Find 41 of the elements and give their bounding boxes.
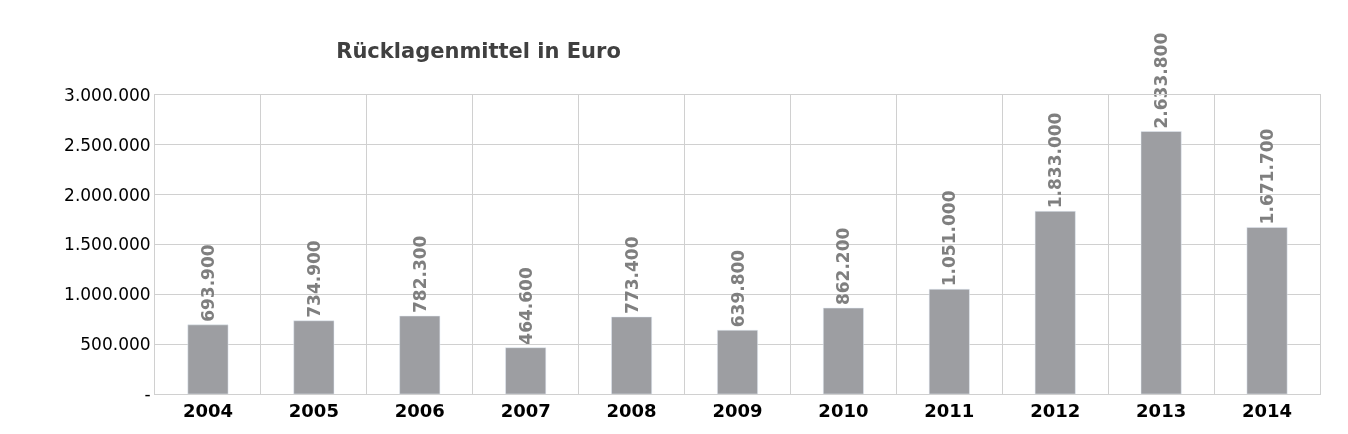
data-label: 693.900 [197, 244, 218, 322]
bar [717, 329, 758, 394]
data-label: 1.671.700 [1257, 128, 1278, 225]
bar [505, 347, 547, 394]
data-label: 1.833.000 [1045, 112, 1066, 209]
data-label: 782.300 [409, 235, 430, 314]
data-label: 773.400 [621, 236, 642, 314]
x-tick-label: 2008 [606, 399, 657, 421]
x-tick-label: 2007 [500, 399, 551, 421]
y-tick-label: 1.500.000 [64, 234, 151, 255]
bar [611, 316, 652, 394]
data-label: 639.800 [727, 249, 748, 328]
x-tick-label: 2004 [182, 399, 233, 421]
data-label: 1.051.000 [939, 190, 960, 287]
x-tick-label: 2005 [288, 399, 339, 421]
y-tick-label: 2.500.000 [64, 134, 151, 155]
data-label: 2.633.800 [1151, 32, 1172, 129]
bar [1140, 131, 1182, 394]
x-tick-label: 2012 [1030, 399, 1081, 421]
bar [928, 289, 970, 394]
y-tick-label: 3.000.000 [64, 84, 151, 105]
x-tick-label: 2014 [1242, 399, 1293, 421]
y-tick-label: 2.000.000 [64, 184, 151, 205]
x-tick-label: 2010 [818, 399, 869, 421]
bar [399, 315, 441, 394]
y-tick-label: 1.000.000 [64, 284, 151, 305]
bar [1246, 227, 1288, 394]
data-label: 862.200 [833, 227, 854, 306]
bar [293, 320, 335, 394]
chart-title: Rücklagenmittel in Euro [336, 39, 621, 64]
data-label: 734.900 [303, 240, 324, 318]
y-tick-label: 500.000 [80, 334, 151, 355]
bar [187, 324, 229, 394]
bar [1034, 211, 1076, 394]
x-tick-label: 2013 [1136, 399, 1187, 421]
data-label: 464.600 [515, 267, 536, 345]
x-tick-label: 2011 [924, 399, 975, 421]
x-tick-label: 2006 [394, 399, 445, 421]
x-tick-label: 2009 [712, 399, 763, 421]
y-tick-label: - [144, 383, 151, 404]
bar [823, 307, 864, 394]
